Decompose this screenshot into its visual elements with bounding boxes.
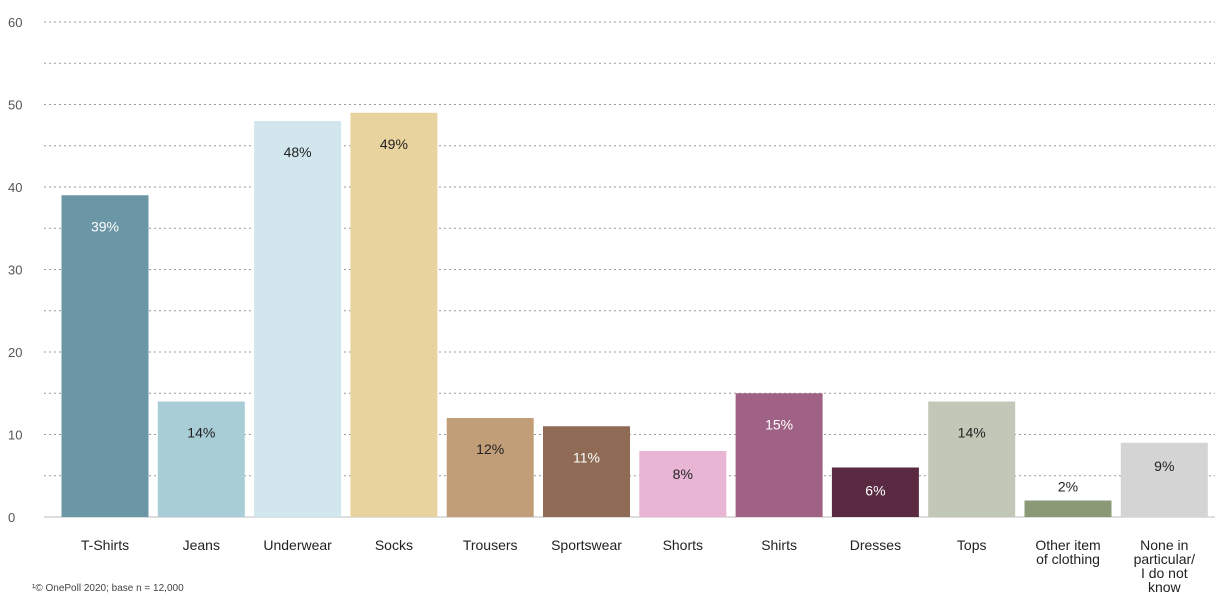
category-label: Shorts xyxy=(663,537,703,553)
data-label: 48% xyxy=(284,144,312,160)
data-label: 15% xyxy=(765,416,793,432)
data-labels: 39% 14% 48% 49% 12% 11% 8% 15% 6% 14% 2% 9% xyxy=(91,136,1174,499)
y-tick-label: 60 xyxy=(8,15,22,30)
y-tick-label: 0 xyxy=(8,510,15,525)
y-tick-label: 10 xyxy=(8,428,22,443)
footnote: ¹© OnePoll 2020; base n = 12,000 xyxy=(32,583,184,594)
bar xyxy=(928,401,1016,517)
category-label: Socks xyxy=(375,537,413,553)
y-tick-label: 30 xyxy=(8,263,22,278)
bar xyxy=(735,393,823,517)
data-label: 9% xyxy=(1154,458,1174,474)
bar xyxy=(61,195,149,517)
bar xyxy=(543,426,630,517)
data-label: 14% xyxy=(958,425,986,441)
data-label: 11% xyxy=(573,449,600,465)
category-label: Tops xyxy=(957,537,987,553)
bar xyxy=(350,112,438,517)
data-label: 12% xyxy=(476,441,504,457)
bar xyxy=(831,467,919,517)
y-tick-label: 50 xyxy=(8,98,22,113)
bar xyxy=(1120,442,1208,517)
bar xyxy=(1024,500,1112,517)
bar xyxy=(254,121,342,517)
bar xyxy=(639,451,727,517)
category-label: Sportswear xyxy=(551,537,622,553)
category-label: Underwear xyxy=(263,537,332,553)
data-label: 14% xyxy=(187,425,215,441)
y-tick-label: 20 xyxy=(8,345,22,360)
data-label: 6% xyxy=(865,483,885,499)
data-label: 49% xyxy=(380,136,408,152)
category-label: T-Shirts xyxy=(81,537,129,553)
category-label: Shirts xyxy=(761,537,797,553)
data-label: 2% xyxy=(1058,479,1078,495)
category-label: None in particular/I do not know xyxy=(1134,537,1196,594)
bar xyxy=(446,418,534,517)
category-label: Trousers xyxy=(463,537,518,553)
data-label: 39% xyxy=(91,218,119,234)
y-tick-label: 40 xyxy=(8,180,22,195)
category-labels: T-Shirts Jeans Underwear Socks Trousers Sport… xyxy=(81,537,1195,594)
y-axis-ticks: 0 10 20 30 40 50 60 xyxy=(8,15,22,525)
category-label: Other item of clothing xyxy=(1035,537,1100,567)
bars xyxy=(61,112,1208,517)
bar xyxy=(157,401,245,517)
data-label: 8% xyxy=(673,466,693,482)
category-label: Jeans xyxy=(183,537,220,553)
category-label: Dresses xyxy=(850,537,901,553)
